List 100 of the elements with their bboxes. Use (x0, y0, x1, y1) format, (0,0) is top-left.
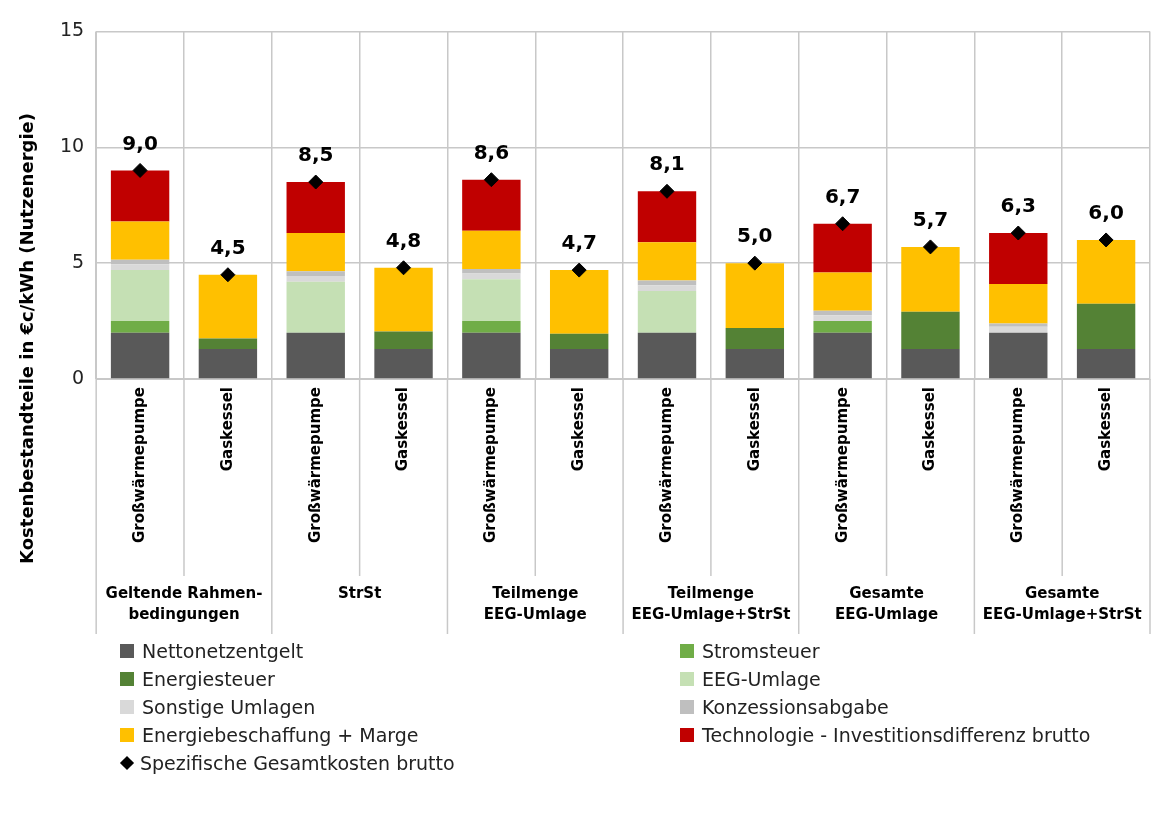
x-tick-label: Gaskessel (1095, 387, 1114, 472)
text: StrSt (337, 584, 382, 603)
point (747, 255, 763, 271)
x-tick-label: Gaskessel (920, 387, 939, 472)
bar (901, 348, 960, 379)
data-label: 8,6 (473, 139, 510, 164)
point (835, 216, 851, 232)
bar (549, 348, 609, 379)
text: Teilmenge EEG-Umlage+StrSt (631, 584, 791, 624)
point (1098, 232, 1114, 248)
point (483, 172, 499, 188)
bar (989, 332, 1048, 379)
bar (198, 274, 258, 339)
bar (1076, 303, 1136, 349)
y-axis-title: Kostenbestandteile in €c/kWh (Nutzenergie) (15, 112, 37, 564)
x-tick-label: Großwärmepumpe (656, 387, 675, 543)
bar (110, 332, 170, 379)
legend-label: Energiesteuer (142, 668, 275, 690)
x-tick-label: Großwärmepumpe (129, 387, 148, 543)
legend-label: Stromsteuer (702, 640, 820, 662)
point (922, 239, 938, 255)
legend-label: Nettonetzentgelt (142, 640, 304, 662)
x-tick-label: Großwärmepumpe (481, 387, 500, 543)
bar (110, 170, 170, 222)
data-label: 8,1 (649, 151, 685, 176)
bar (637, 285, 697, 291)
bar (374, 267, 433, 332)
bar (989, 326, 1048, 333)
bar (286, 271, 345, 276)
legend-label: EEG-Umlage (702, 668, 821, 690)
data-label: 4,7 (561, 230, 597, 255)
text: Gesamte EEG-Umlage (835, 584, 939, 624)
x-tick-label: Gaskessel (569, 387, 588, 472)
bar (462, 268, 521, 274)
bar (637, 242, 697, 281)
y-tick-label: 15 (59, 18, 85, 41)
bar (813, 315, 872, 322)
x-tick-label: Großwärmepumpe (305, 387, 324, 543)
legend-label: Spezifische Gesamtkosten brutto (140, 752, 455, 774)
legend-label: Technologie - Investitionsdifferenz brutto (702, 724, 1091, 746)
y-tick-label: 10 (59, 134, 85, 157)
data-label: 6,3 (1000, 193, 1036, 218)
x-tick-label: Großwärmepumpe (832, 387, 851, 543)
bar (198, 338, 258, 349)
bar (198, 348, 258, 379)
text: Teilmenge EEG-Umlage (483, 584, 587, 624)
bar (374, 348, 433, 379)
bar (110, 270, 170, 322)
data-label: 4,8 (385, 227, 422, 252)
data-label: 9,0 (122, 130, 158, 155)
bar (462, 179, 521, 231)
legend-label: Konzessionsabgabe (702, 696, 889, 718)
data-label: 8,5 (298, 142, 334, 167)
bar (637, 290, 697, 333)
point (308, 174, 324, 190)
bar (989, 323, 1048, 327)
bar (286, 182, 345, 234)
bar (725, 348, 785, 379)
data-label: 6,7 (824, 183, 861, 208)
data-label: 5,7 (912, 207, 949, 232)
point (132, 162, 148, 178)
bar (462, 321, 521, 333)
bar (462, 230, 521, 269)
bar (110, 264, 170, 271)
data-label: 4,5 (210, 234, 246, 259)
bar (637, 191, 697, 243)
bar (286, 281, 345, 333)
bar (989, 233, 1048, 284)
bar (286, 332, 345, 379)
x-tick-label: Gaskessel (217, 387, 236, 472)
bar (725, 328, 785, 349)
bar (462, 332, 521, 379)
bar (110, 321, 170, 333)
x-tick-label: Gaskessel (393, 387, 412, 472)
bar (813, 321, 872, 333)
text: Gesamte EEG-Umlage+StrSt (982, 584, 1142, 624)
text: Geltende Rahmen- bedingungen (105, 584, 263, 624)
bar (989, 283, 1048, 324)
x-tick-label: Großwärmepumpe (1008, 387, 1027, 543)
point (220, 267, 236, 283)
legend-label: Sonstige Umlagen (142, 696, 316, 718)
y-tick-label: 5 (72, 250, 85, 273)
x-tick-label: Gaskessel (744, 387, 763, 472)
bar (901, 311, 960, 349)
data-label: 6,0 (1088, 200, 1124, 225)
bar (1076, 348, 1136, 379)
bar (813, 272, 872, 311)
bar (286, 275, 345, 282)
bar (901, 246, 960, 312)
bar (637, 332, 697, 379)
bar (1076, 239, 1136, 304)
legend-label: Energiebeschaffung + Marge (142, 724, 419, 746)
point (396, 260, 412, 276)
bar (725, 263, 785, 329)
bar (110, 221, 170, 260)
bar (374, 331, 433, 349)
point (571, 262, 587, 278)
bar (549, 333, 609, 349)
y-tick-label: 0 (72, 365, 85, 388)
bar (813, 223, 872, 273)
